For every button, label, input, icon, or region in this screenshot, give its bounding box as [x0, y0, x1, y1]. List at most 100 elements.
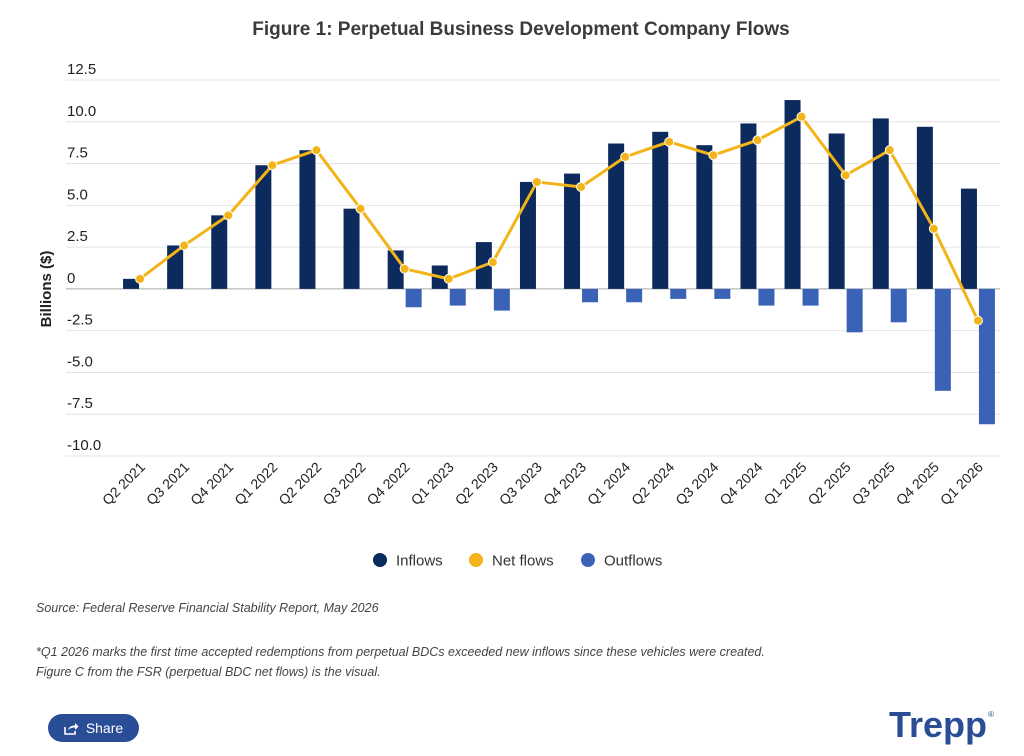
inflow-bar [696, 145, 713, 289]
inflow-bar [608, 143, 625, 289]
x-tick-label: Q3 2025 [849, 459, 898, 508]
x-tick-label: Q3 2023 [496, 459, 545, 508]
x-tick-label: Q1 2024 [584, 459, 633, 508]
inflow-bar [564, 173, 581, 289]
net-flows-point [179, 240, 190, 251]
x-tick-label: Q2 2021 [99, 459, 148, 508]
x-tick-label: Q1 2025 [760, 459, 809, 508]
outflow-bar [978, 288, 995, 425]
x-tick-label: Q4 2025 [893, 459, 942, 508]
source-note: Source: Federal Reserve Financial Stabil… [36, 601, 379, 615]
trepp-logo[interactable]: Trepp® [889, 704, 994, 746]
x-tick-label: Q4 2021 [187, 459, 236, 508]
bars [123, 100, 995, 425]
net-flows-point [664, 136, 675, 147]
legend: Inflows Net flows Outflows [373, 553, 662, 570]
x-tick-label: Q3 2022 [319, 459, 368, 508]
net-flows-point [928, 223, 939, 234]
legend-item-outflows[interactable]: Outflows [581, 553, 662, 570]
x-tick-label: Q1 2026 [937, 459, 986, 508]
share-button[interactable]: Share [48, 714, 139, 742]
outflow-bar [493, 288, 510, 311]
legend-item-net-flows[interactable]: Net flows [469, 553, 554, 570]
net-flows-point [752, 135, 763, 146]
inflow-bar [343, 208, 360, 289]
inflow-bar [828, 133, 845, 289]
outflow-bar [405, 288, 422, 308]
brand-name: Trepp [889, 704, 988, 745]
net-flows-point [135, 273, 146, 284]
x-tick-label: Q3 2024 [672, 459, 721, 508]
outflow-bar [758, 288, 775, 306]
outflow-bar [934, 288, 951, 391]
outflow-bar [582, 288, 599, 303]
net-flows-line [135, 111, 983, 326]
x-tick-label: Q4 2024 [716, 459, 765, 508]
x-tick-label: Q2 2024 [628, 459, 677, 508]
net-flows-path [139, 115, 980, 322]
x-tick-label: Q1 2022 [231, 459, 280, 508]
y-axis-ticks: 12.5 10.0 7.5 5.0 2.5 0 -2.5 -5.0 -7.5 -10.0 [67, 61, 101, 454]
y-tick-label: 0 [67, 270, 75, 287]
inflow-bar [123, 278, 140, 289]
net-flows-point [267, 160, 278, 171]
x-tick-label: Q4 2022 [363, 459, 412, 508]
inflow-bar [740, 123, 757, 289]
legend-marker [469, 553, 483, 567]
outflow-bar [449, 288, 466, 306]
y-tick-label: -2.5 [67, 312, 93, 329]
net-flows-point [223, 210, 234, 221]
inflow-bar [255, 165, 272, 289]
x-tick-label: Q1 2023 [408, 459, 457, 508]
y-tick-label: -7.5 [67, 395, 93, 412]
outflow-bar [890, 288, 907, 323]
inflow-bar [652, 131, 669, 289]
legend-marker [581, 553, 595, 567]
share-icon [64, 722, 79, 735]
inflow-bar [960, 188, 977, 289]
y-tick-label: 5.0 [67, 186, 88, 203]
net-flows-point [884, 145, 895, 156]
x-tick-label: Q2 2022 [275, 459, 324, 508]
net-flows-point [576, 181, 587, 192]
share-label: Share [85, 720, 124, 736]
y-tick-label: -10.0 [67, 437, 101, 454]
chart: 12.5 10.0 7.5 5.0 2.5 0 -2.5 -5.0 -7.5 -10.0 Q2 2… [38, 61, 1000, 570]
legend-item-inflows[interactable]: Inflows [373, 553, 443, 570]
legend-marker [373, 553, 387, 567]
net-flows-point [972, 315, 983, 326]
legend-label: Outflows [604, 553, 662, 570]
y-tick-label: 10.0 [67, 103, 96, 120]
net-flows-point [531, 176, 542, 187]
net-flows-point [708, 150, 719, 161]
net-flows-point [311, 145, 322, 156]
legend-label: Inflows [396, 553, 443, 570]
net-flows-point [399, 263, 410, 274]
y-tick-label: 12.5 [67, 61, 96, 78]
net-flows-point [620, 151, 631, 162]
outflow-bar [846, 288, 863, 333]
footnote: *Q1 2026 marks the first time accepted r… [36, 645, 765, 679]
outflow-bar [714, 288, 731, 299]
x-tick-label: Q2 2025 [804, 459, 853, 508]
legend-label: Net flows [492, 553, 554, 570]
inflow-bar [916, 126, 933, 289]
outflow-bar [626, 288, 643, 303]
net-flows-point [487, 257, 498, 268]
inflow-bar [211, 215, 228, 289]
inflow-bar [299, 150, 316, 289]
net-flows-point [355, 203, 366, 214]
registered-mark: ® [988, 710, 994, 719]
inflow-bar [784, 100, 801, 289]
net-flows-point [840, 170, 851, 181]
y-tick-label: -5.0 [67, 353, 93, 370]
outflow-bar [802, 288, 819, 306]
x-tick-label: Q4 2023 [540, 459, 589, 508]
y-axis-label: Billions ($) [38, 251, 55, 328]
x-tick-label: Q2 2023 [452, 459, 501, 508]
net-flows-point [443, 273, 454, 284]
outflow-bar [670, 288, 687, 299]
y-tick-label: 7.5 [67, 145, 88, 162]
chart-title: Figure 1: Perpetual Business Development… [252, 19, 790, 40]
